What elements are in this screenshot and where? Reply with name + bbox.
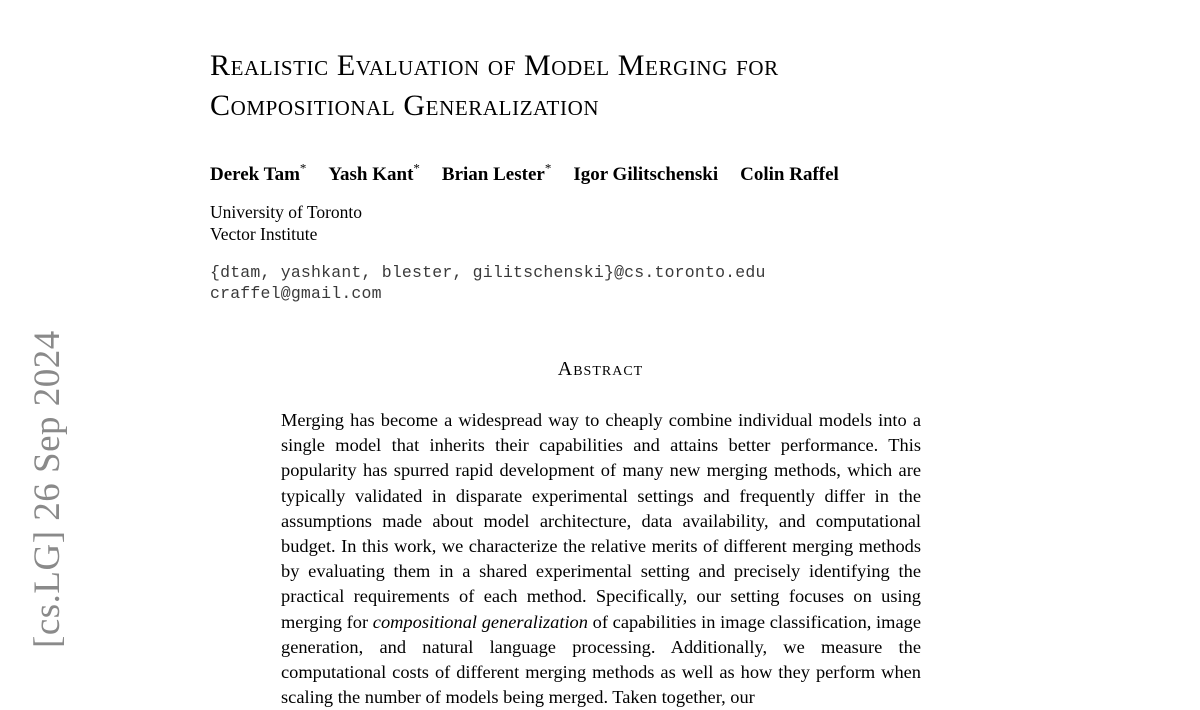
author-item: Derek Tam*	[210, 160, 307, 187]
affiliation-item: Vector Institute	[210, 224, 318, 244]
author-item: Colin Raffel	[740, 163, 839, 187]
abstract-emphasized-phrase: compositional generalization	[372, 611, 588, 632]
email-item: {dtam, yashkant, blester, gilitschenski}…	[210, 263, 766, 282]
author-affiliation-marker: *	[413, 160, 420, 176]
author-name: Derek Tam	[210, 164, 300, 185]
arxiv-stamp-text: [cs.LG] 26 Sep 2024	[27, 330, 68, 648]
paper-content: Realistic Evaluation of Model Merging fo…	[210, 0, 1000, 710]
author-name: Yash Kant	[328, 164, 414, 185]
abstract-body: Merging has become a widespread way to c…	[281, 381, 921, 710]
author-item: Brian Lester*	[441, 160, 552, 187]
abstract-text-part-1: Merging has become a widespread way to c…	[281, 410, 921, 632]
author-affiliation-marker: *	[544, 160, 552, 176]
page-title: Realistic Evaluation of Model Merging fo…	[210, 0, 1000, 126]
author-name: Colin Raffel	[740, 164, 839, 185]
author-name: Brian Lester	[441, 164, 545, 185]
email-list: {dtam, yashkant, blester, gilitschenski}…	[210, 245, 1000, 304]
author-item: Yash Kant*	[328, 160, 420, 187]
abstract-heading: Abstract	[557, 358, 644, 380]
author-affiliation-marker: *	[299, 160, 307, 176]
affiliation-item: University of Toronto	[210, 202, 363, 222]
title-line-2: Compositional Generalization	[210, 89, 600, 122]
author-item: Igor Gilitschenski	[573, 163, 718, 187]
author-list: Derek Tam* Yash Kant* Brian Lester* Igor Gi…	[210, 126, 1000, 187]
title-line-1: Realistic Evaluation of Model Merging fo…	[210, 49, 779, 82]
email-item: craffel@gmail.com	[210, 284, 382, 303]
author-name: Igor Gilitschenski	[573, 164, 719, 185]
affiliation-list: University of Toronto Vector Institute	[210, 187, 1000, 245]
arxiv-stamp: [cs.LG] 26 Sep 2024	[0, 0, 110, 648]
